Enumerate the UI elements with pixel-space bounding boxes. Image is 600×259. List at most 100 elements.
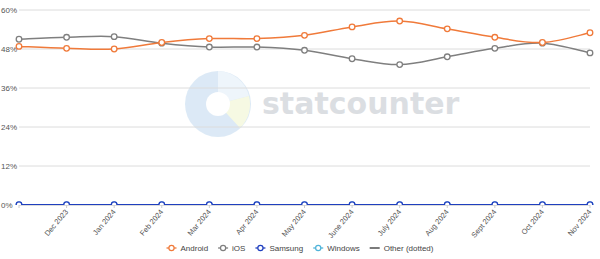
point [444, 26, 450, 32]
point [159, 202, 165, 205]
x-tick-label: Aug 2024 [423, 208, 451, 238]
watermark-logo [206, 92, 230, 116]
point [159, 40, 165, 46]
x-tick [447, 205, 448, 208]
y-tick-label: 36% [1, 84, 17, 93]
x-tick-label: Nov 2024 [566, 208, 594, 238]
point [254, 202, 260, 205]
series [16, 202, 593, 205]
point [111, 46, 117, 52]
point [254, 202, 260, 205]
x-tick-label: Apr 2024 [234, 208, 260, 237]
point [587, 202, 593, 205]
point [492, 202, 498, 205]
point [254, 36, 260, 42]
x-tick [304, 205, 305, 208]
point [397, 18, 403, 24]
watermark-text: statcounter [262, 86, 460, 121]
point [207, 202, 213, 205]
point [587, 202, 593, 205]
legend-label: Samsung [269, 244, 303, 253]
series-line [19, 21, 590, 49]
point [492, 202, 498, 205]
point [207, 44, 213, 50]
point [540, 202, 546, 205]
series [16, 202, 593, 205]
y-tick-label: 60% [1, 6, 17, 15]
x-tick-label: Mar 2024 [186, 208, 213, 238]
point [16, 44, 22, 50]
point [302, 202, 308, 205]
legend-label: Windows [327, 244, 359, 253]
y-tick-label: 0% [1, 201, 13, 210]
point [397, 202, 403, 205]
point [444, 202, 450, 205]
x-tick-label: Oct 2024 [519, 208, 545, 237]
point [302, 202, 308, 205]
legend-swatch [316, 245, 321, 250]
legend-swatch [370, 247, 380, 248]
point [16, 202, 22, 205]
plot-area [16, 18, 593, 205]
x-tick [114, 205, 115, 208]
point [111, 34, 117, 40]
x-tick [542, 205, 543, 208]
point [64, 202, 70, 205]
point [397, 202, 403, 205]
y-tick-label: 48% [1, 45, 17, 54]
x-tick-label: June 2024 [326, 208, 355, 241]
y-tick-label: 12% [1, 162, 17, 171]
point [16, 36, 22, 42]
point [207, 36, 213, 42]
point [159, 40, 165, 46]
point [159, 202, 165, 205]
legend-swatch [258, 245, 263, 250]
chart: statcounter 0% 12% 24% 36% 48% 60% Dec 2023 Jan … [0, 0, 600, 259]
point [111, 202, 117, 205]
point [302, 48, 308, 54]
y-tick-label: 24% [1, 123, 17, 132]
point [254, 44, 260, 50]
point [444, 202, 450, 205]
point [349, 24, 355, 30]
x-tick [399, 205, 400, 208]
legend-swatch [220, 245, 225, 250]
x-tick [19, 205, 20, 208]
x-tick [256, 205, 257, 208]
x-axis: Dec 2023Jan 2024Feb 2024Mar 2024Apr 2024… [19, 205, 594, 240]
legend: AndroidiOSSamsungWindowsOther (dotted) [167, 244, 434, 253]
point [540, 40, 546, 46]
x-tick-label: Jan 2024 [91, 208, 118, 237]
point [540, 202, 546, 205]
grid-line [19, 10, 590, 11]
x-tick-label: May 2024 [280, 208, 308, 239]
point [16, 202, 22, 205]
legend-swatch [169, 245, 174, 250]
point [349, 56, 355, 62]
point [207, 202, 213, 205]
x-tick [494, 205, 495, 208]
point [492, 46, 498, 52]
x-tick-label: July 2024 [376, 208, 404, 238]
series [16, 18, 593, 52]
x-tick-label: Dec 2023 [43, 208, 71, 238]
series-line [19, 36, 590, 64]
grid-line [19, 127, 590, 128]
legend-label: iOS [232, 244, 245, 253]
y-axis: 0% 12% 24% 36% 48% 60% [1, 6, 590, 210]
grid-line [19, 88, 590, 89]
point [111, 202, 117, 205]
x-tick [161, 205, 162, 208]
x-tick [209, 205, 210, 208]
point [64, 35, 70, 41]
point [64, 202, 70, 205]
legend-label: Android [181, 244, 209, 253]
x-tick-label: Sept 2024 [469, 208, 498, 240]
point [302, 33, 308, 39]
point [64, 46, 70, 52]
x-tick [590, 205, 591, 208]
point [444, 54, 450, 60]
point [540, 40, 546, 46]
x-tick [66, 205, 67, 208]
point [349, 202, 355, 205]
